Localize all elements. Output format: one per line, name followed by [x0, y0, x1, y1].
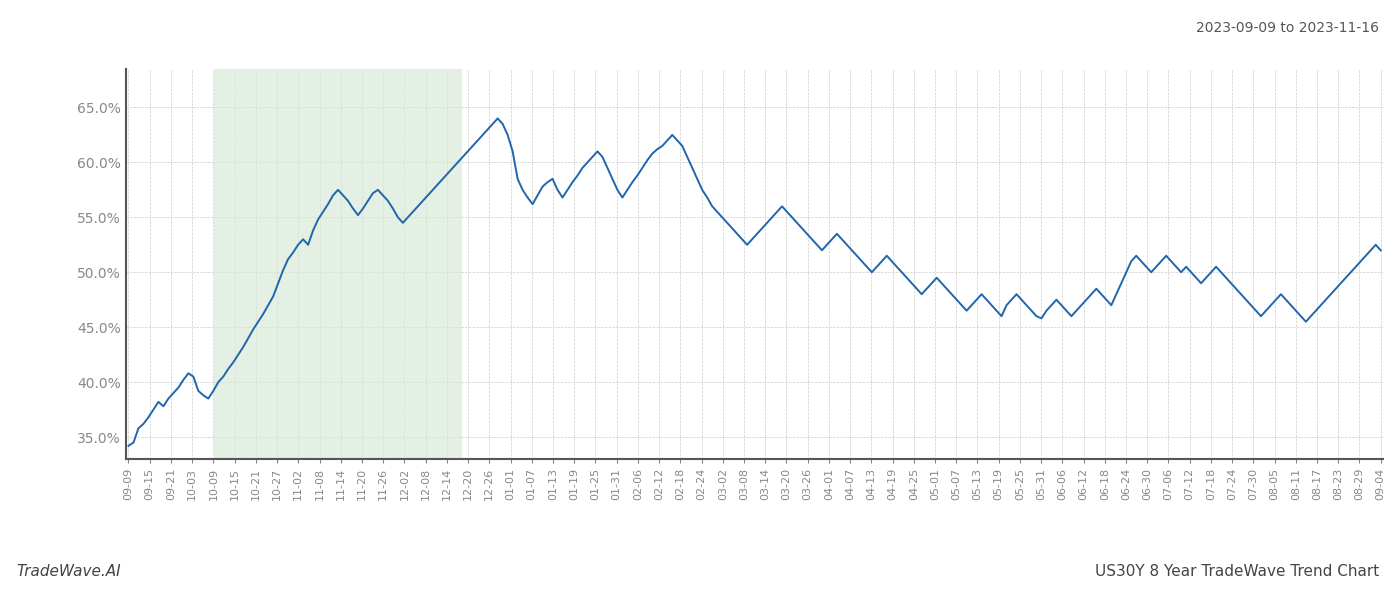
Text: US30Y 8 Year TradeWave Trend Chart: US30Y 8 Year TradeWave Trend Chart	[1095, 564, 1379, 579]
Bar	[214, 69, 462, 459]
Text: 2023-09-09 to 2023-11-16: 2023-09-09 to 2023-11-16	[1196, 21, 1379, 35]
Text: TradeWave.AI: TradeWave.AI	[17, 564, 122, 579]
